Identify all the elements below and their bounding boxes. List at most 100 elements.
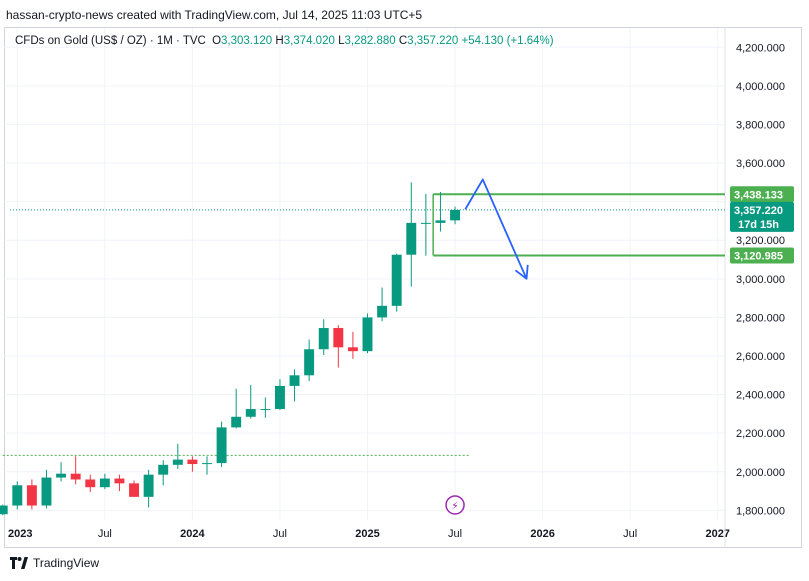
x-tick-label: Jul <box>623 528 637 540</box>
candle <box>450 206 461 225</box>
x-tick-label: 2024 <box>180 528 205 540</box>
event-marker-symbol: ⚡ <box>451 500 459 513</box>
x-tick-label: 2027 <box>705 528 729 540</box>
symbol-title[interactable]: CFDs on Gold (US$ / OZ) · 1M · TVC <box>15 35 206 47</box>
candle-body <box>216 427 227 464</box>
candle <box>56 462 67 482</box>
y-tick-label: 3,800.000 <box>736 119 785 131</box>
candle-body <box>304 349 315 376</box>
drawing-overlays: ⚡ <box>2 178 725 515</box>
low-label: L <box>338 35 345 47</box>
candle-body <box>333 328 344 348</box>
candle <box>260 397 271 418</box>
footer-brand-text: TradingView <box>33 556 100 570</box>
candle <box>435 192 446 232</box>
high-value: 3,374.020 <box>283 35 335 47</box>
y-tick-label: 2,800.000 <box>736 312 785 324</box>
candle-body <box>406 222 417 255</box>
candle-body <box>26 485 37 506</box>
x-tick-label: Jul <box>98 528 112 540</box>
candle-body <box>158 464 169 475</box>
resistance-price-tag-bg <box>730 186 794 203</box>
support-price-tag: 3,120.985 <box>734 250 783 262</box>
candle-body <box>274 385 285 410</box>
y-tick-label: 3,000.000 <box>736 274 785 286</box>
last-price-tag: 3,357.220 <box>734 205 783 217</box>
candle-body <box>435 220 446 223</box>
y-tick-label: 2,600.000 <box>736 351 785 363</box>
event-marker-icon <box>445 495 465 515</box>
candle <box>333 325 344 368</box>
x-tick-label: Jul <box>448 528 462 540</box>
y-tick-label: 3,200.000 <box>736 235 785 247</box>
candle-body <box>202 463 212 465</box>
footer-brand[interactable]: TradingView <box>10 556 99 570</box>
candle-body <box>70 473 81 480</box>
candle-body <box>187 459 198 465</box>
candle <box>362 313 373 354</box>
candle <box>114 474 125 492</box>
x-tick-label: 2023 <box>8 528 32 540</box>
candle <box>187 456 198 472</box>
candle-body <box>362 317 373 352</box>
time-axis: 2023 Jul 2024 Jul 2025 Jul 2026 Jul 2027 <box>8 528 730 540</box>
candle <box>172 443 183 469</box>
tradingview-logo-icon <box>10 557 28 569</box>
candle <box>12 481 23 510</box>
low-value: 3,282.880 <box>344 35 396 47</box>
candle-body <box>143 474 154 497</box>
candle <box>143 469 154 508</box>
candle <box>70 456 81 485</box>
projection-arrow-head <box>514 264 529 280</box>
candle <box>158 460 169 486</box>
candle <box>289 369 300 402</box>
candle <box>304 339 315 382</box>
grid-lines <box>4 28 725 520</box>
candle-body <box>245 409 256 417</box>
open-label: O <box>212 35 222 47</box>
candle <box>85 474 96 493</box>
candle-body <box>420 222 431 224</box>
y-tick-label: 2,400.000 <box>736 390 785 402</box>
y-tick-label: 1,800.000 <box>736 505 785 517</box>
price-tags: 3,438.133 3,120.985 3,357.220 17d 15h <box>730 186 794 264</box>
x-tick-label: Jul <box>273 528 287 540</box>
chart-frame <box>4 27 802 548</box>
price-axis: 1,800.000 2,000.000 2,200.000 2,400.000 2,60… <box>724 27 785 547</box>
close-label: C <box>398 35 408 47</box>
countdown-tag: 17d 15h <box>738 219 779 231</box>
candle-body <box>85 479 96 488</box>
candle-body <box>260 409 271 411</box>
candle-body <box>56 473 67 478</box>
chart-header-caption: hassan-crypto-news created with TradingV… <box>6 8 423 22</box>
candle <box>0 504 8 516</box>
y-tick-label: 2,200.000 <box>736 428 785 440</box>
candle <box>406 182 417 287</box>
candle-body <box>41 477 52 506</box>
resistance-price-tag: 3,438.133 <box>734 189 783 201</box>
change-value: +54.130 (+1.64%) <box>461 35 554 47</box>
candle-body <box>231 416 242 428</box>
y-tick-label: 3,600.000 <box>736 158 785 170</box>
y-tick-label: 4,200.000 <box>736 42 785 54</box>
close-value: 3,357.220 <box>407 35 459 47</box>
x-tick-label: 2026 <box>530 528 554 540</box>
candle <box>377 287 388 322</box>
candle-body <box>377 305 388 318</box>
projection-arrow-path <box>464 178 528 280</box>
candle <box>26 479 37 510</box>
candle <box>391 253 402 312</box>
candle-body <box>99 478 110 488</box>
symbol-legend[interactable]: CFDs on Gold (US$ / OZ) · 1M · TVC O3,30… <box>15 35 554 47</box>
candle <box>347 331 358 359</box>
open-value: 3,303.120 <box>221 35 273 47</box>
candle <box>99 473 110 490</box>
candle-body <box>450 209 461 221</box>
candle <box>202 456 212 475</box>
candle-body <box>129 483 139 497</box>
candle <box>245 384 256 419</box>
candle-body <box>172 459 183 465</box>
candle <box>216 421 227 467</box>
candlestick-series <box>0 182 461 516</box>
